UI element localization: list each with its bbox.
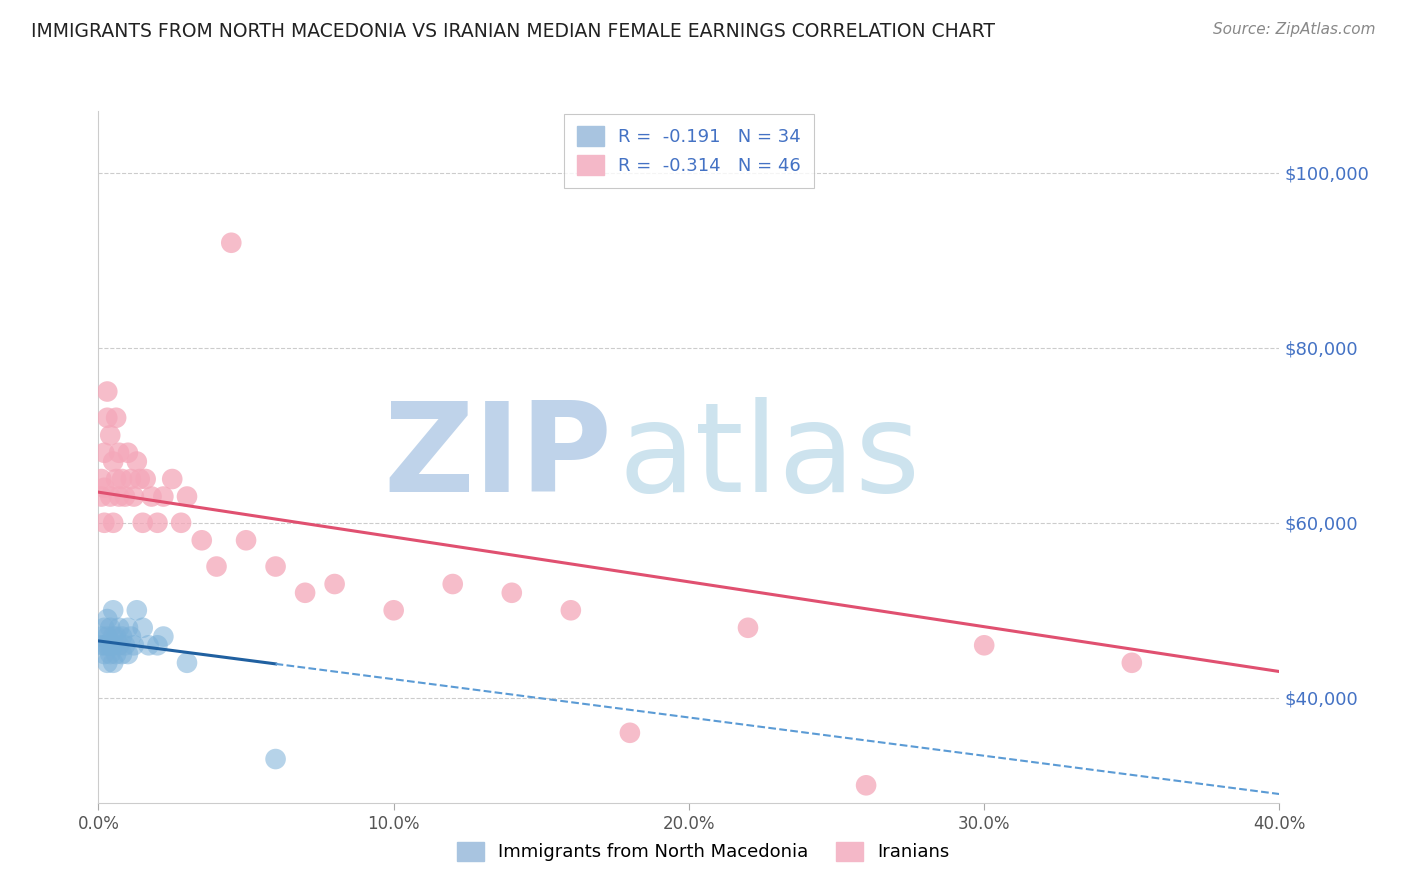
Point — [103, 516, 125, 530]
Point — [105, 410, 128, 425]
Point — [96, 612, 118, 626]
Point — [221, 235, 243, 250]
Point — [117, 446, 139, 460]
Point — [125, 454, 148, 468]
Point — [103, 603, 125, 617]
Point — [152, 490, 174, 504]
Point — [441, 577, 464, 591]
Point — [120, 472, 142, 486]
Point — [111, 647, 134, 661]
Point — [737, 621, 759, 635]
Point — [108, 638, 131, 652]
Point — [98, 647, 121, 661]
Point — [560, 603, 582, 617]
Point — [114, 490, 136, 504]
Point — [98, 638, 121, 652]
Point — [128, 472, 150, 486]
Point — [98, 428, 121, 442]
Point — [108, 490, 131, 504]
Text: Source: ZipAtlas.com: Source: ZipAtlas.com — [1212, 22, 1375, 37]
Point — [117, 647, 139, 661]
Point — [93, 516, 115, 530]
Point — [138, 638, 160, 652]
Point — [93, 638, 115, 652]
Point — [96, 384, 118, 399]
Point — [501, 586, 523, 600]
Legend: R =  -0.191   N = 34, R =  -0.314   N = 46: R = -0.191 N = 34, R = -0.314 N = 46 — [564, 113, 814, 187]
Point — [105, 630, 128, 644]
Point — [1121, 656, 1143, 670]
Point — [98, 490, 121, 504]
Point — [90, 472, 112, 486]
Point — [973, 638, 995, 652]
Point — [122, 490, 145, 504]
Point — [294, 586, 316, 600]
Point — [111, 472, 134, 486]
Text: ZIP: ZIP — [384, 397, 612, 517]
Point — [96, 630, 118, 644]
Point — [90, 630, 112, 644]
Point — [93, 446, 115, 460]
Point — [114, 638, 136, 652]
Point — [98, 621, 121, 635]
Legend: Immigrants from North Macedonia, Iranians: Immigrants from North Macedonia, Iranian… — [444, 829, 962, 874]
Point — [93, 647, 115, 661]
Point — [105, 647, 128, 661]
Point — [855, 778, 877, 792]
Point — [103, 630, 125, 644]
Point — [382, 603, 405, 617]
Text: IMMIGRANTS FROM NORTH MACEDONIA VS IRANIAN MEDIAN FEMALE EARNINGS CORRELATION CH: IMMIGRANTS FROM NORTH MACEDONIA VS IRANI… — [31, 22, 995, 41]
Point — [122, 638, 145, 652]
Point — [125, 603, 148, 617]
Point — [103, 656, 125, 670]
Point — [176, 490, 198, 504]
Point — [146, 516, 169, 530]
Point — [108, 446, 131, 460]
Point — [105, 472, 128, 486]
Point — [619, 726, 641, 740]
Point — [108, 621, 131, 635]
Point — [103, 638, 125, 652]
Point — [191, 533, 214, 548]
Point — [93, 481, 115, 495]
Point — [152, 630, 174, 644]
Point — [132, 516, 155, 530]
Point — [264, 559, 287, 574]
Point — [117, 621, 139, 635]
Point — [323, 577, 346, 591]
Point — [235, 533, 257, 548]
Point — [135, 472, 157, 486]
Text: atlas: atlas — [619, 397, 920, 517]
Point — [205, 559, 228, 574]
Point — [264, 752, 287, 766]
Point — [90, 490, 112, 504]
Point — [132, 621, 155, 635]
Point — [146, 638, 169, 652]
Point — [96, 410, 118, 425]
Point — [93, 621, 115, 635]
Point — [176, 656, 198, 670]
Point — [96, 656, 118, 670]
Point — [96, 638, 118, 652]
Point — [120, 630, 142, 644]
Point — [162, 472, 183, 486]
Point — [111, 630, 134, 644]
Point — [103, 454, 125, 468]
Point — [90, 638, 112, 652]
Point — [170, 516, 193, 530]
Point — [141, 490, 163, 504]
